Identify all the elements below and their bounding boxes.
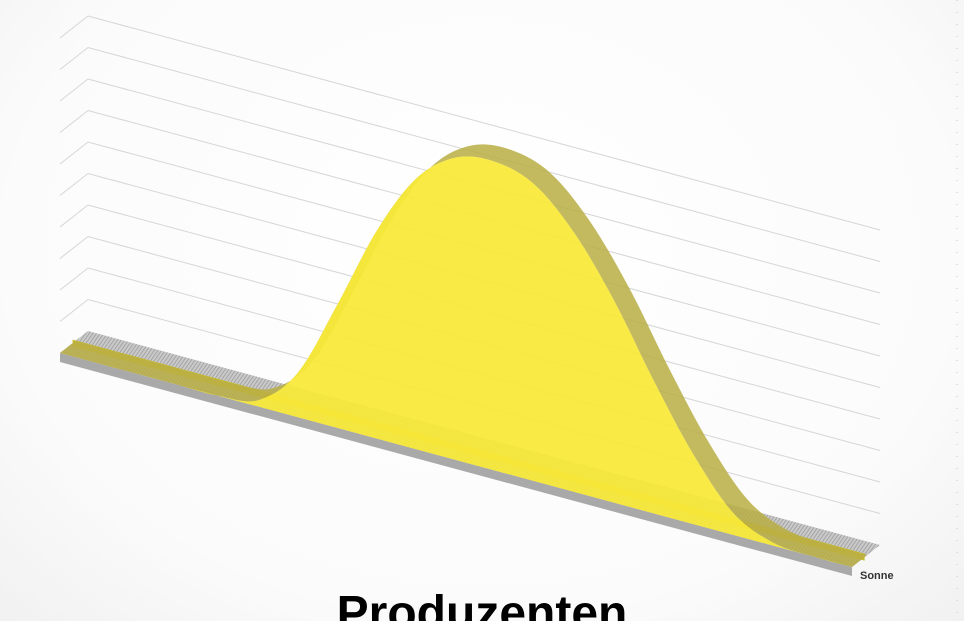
gridline xyxy=(59,109,881,325)
slide-edge-decoration xyxy=(956,0,958,621)
series-label-sonne: Sonne xyxy=(860,570,894,582)
area-shade xyxy=(60,156,852,568)
floor-front xyxy=(60,353,852,576)
area-front-face xyxy=(60,156,852,568)
gridline xyxy=(59,46,881,262)
slide-title: Produzenten xyxy=(336,587,628,621)
series-area-sonne xyxy=(60,144,868,568)
gridline xyxy=(59,15,881,231)
gridline xyxy=(59,78,881,294)
